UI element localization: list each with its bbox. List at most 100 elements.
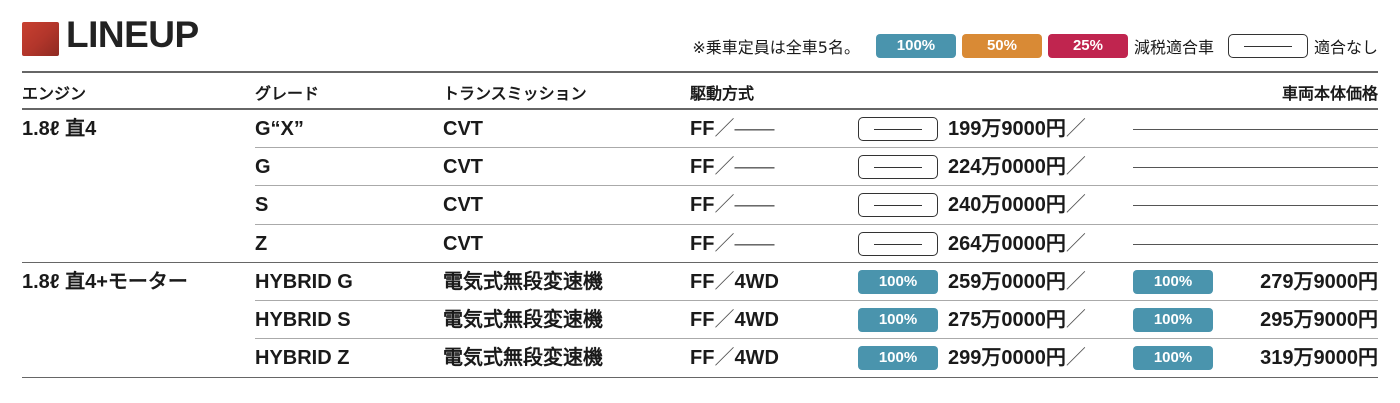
legend-eligible-label: 減税適合車 [1133, 38, 1214, 57]
row-divider [255, 338, 1378, 340]
price-4wd: 279万9000円 [1260, 270, 1378, 293]
price-ff-value: 275万0000円 [948, 309, 1066, 331]
slash: ／ [714, 309, 735, 331]
price-ff: 259万0000円／ [948, 263, 1086, 301]
slash: ／ [714, 270, 735, 293]
price-ff-value: 264万0000円 [948, 232, 1066, 255]
slash: ／ [1065, 270, 1086, 293]
slash: ／ [714, 194, 735, 217]
legend-badge-100: 100% [875, 34, 956, 58]
tax-badge-4wd: 100% [1133, 308, 1213, 332]
price-ff: 199万9000円／ [948, 110, 1086, 148]
grade-cell: HYBRID S [255, 309, 351, 331]
price-ff: 224万0000円／ [948, 148, 1086, 186]
slash: ／ [1065, 156, 1086, 179]
price-ff-value: 224万0000円 [948, 156, 1066, 179]
price-ff: 275万0000円／ [948, 301, 1086, 339]
col-header-grade: グレード [255, 84, 320, 103]
price-4wd: 319万9000円 [1260, 347, 1378, 370]
no-4wd-line [1133, 243, 1378, 245]
drive-cell: FF／—— [690, 186, 774, 224]
tax-badge-ff: 100% [858, 346, 938, 371]
grade-cell: G“X” [255, 118, 304, 140]
grade-cell: Z [255, 232, 268, 255]
drive-ff: FF [690, 194, 715, 217]
drive-4wd: —— [734, 118, 775, 140]
no-tax-badge-ff [858, 117, 938, 141]
no-tax-badge-ff [858, 155, 938, 180]
divider [22, 71, 1378, 73]
row-divider [255, 223, 1378, 225]
slash: ／ [714, 156, 735, 179]
slash: ／ [1065, 118, 1086, 140]
no-tax-badge-ff [858, 193, 938, 218]
transmission-cell: CVT [443, 232, 483, 255]
legend-badge-50: 50% [961, 34, 1042, 58]
engine-cell: 1.8ℓ 直4+モーター [22, 270, 188, 293]
grade-cell: S [255, 194, 269, 217]
transmission-cell: CVT [443, 118, 483, 140]
slash: ／ [1065, 232, 1086, 255]
drive-ff: FF [690, 232, 715, 255]
no-4wd-line [1133, 129, 1378, 130]
divider [22, 108, 1378, 110]
price-ff-value: 259万0000円 [948, 270, 1066, 293]
price-ff: 240万0000円／ [948, 186, 1086, 224]
drive-cell: FF／4WD [690, 301, 779, 339]
drive-ff: FF [690, 270, 715, 293]
price-ff-value: 299万0000円 [948, 347, 1066, 370]
no-4wd-line [1133, 167, 1378, 169]
drive-4wd: —— [734, 156, 775, 179]
col-header-transmission: トランスミッション [443, 84, 587, 103]
drive-ff: FF [690, 309, 715, 331]
slash: ／ [1065, 309, 1086, 331]
slash: ／ [714, 118, 735, 140]
logo-square [22, 22, 59, 56]
slash: ／ [1065, 347, 1086, 370]
col-header-drive: 駆動方式 [690, 84, 755, 103]
engine-cell: 1.8ℓ 直4 [22, 118, 97, 140]
slash: ／ [1065, 194, 1086, 217]
tax-badge-ff: 100% [858, 269, 938, 294]
price-4wd: 295万9000円 [1260, 309, 1378, 331]
legend: ※乗車定員は全車5名。 100% 50% 25% 減税適合車 適合なし [692, 34, 1378, 58]
tax-badge-4wd: 100% [1133, 346, 1213, 371]
drive-4wd: 4WD [734, 347, 779, 370]
row-divider [255, 147, 1378, 149]
transmission-cell: 電気式無段変速機 [443, 347, 603, 370]
transmission-cell: CVT [443, 156, 483, 179]
capacity-note: ※乗車定員は全車5名。 [692, 38, 860, 57]
drive-cell: FF／—— [690, 225, 774, 263]
price-ff-value: 240万0000円 [948, 194, 1066, 217]
row-divider [255, 300, 1378, 301]
drive-4wd: —— [734, 232, 775, 255]
legend-badge-25: 25% [1047, 34, 1128, 58]
tax-badge-4wd: 100% [1133, 269, 1213, 294]
drive-4wd: —— [734, 194, 775, 217]
page-title: LINEUP [66, 14, 199, 55]
col-header-price: 車両本体価格 [1281, 84, 1378, 103]
drive-cell: FF／—— [690, 148, 774, 186]
group-divider [22, 261, 1378, 263]
slash: ／ [714, 232, 735, 255]
drive-cell: FF／4WD [690, 339, 779, 377]
grade-cell: HYBRID Z [255, 347, 350, 370]
grade-cell: HYBRID G [255, 270, 353, 293]
price-ff-value: 199万9000円 [948, 118, 1066, 140]
no-4wd-line [1133, 205, 1378, 207]
drive-cell: FF／4WD [690, 263, 779, 301]
slash: ／ [714, 347, 735, 370]
transmission-cell: 電気式無段変速機 [443, 270, 603, 293]
transmission-cell: CVT [443, 194, 483, 217]
transmission-cell: 電気式無段変速機 [443, 309, 603, 331]
row-divider [255, 185, 1378, 187]
drive-ff: FF [690, 118, 715, 140]
drive-cell: FF／—— [690, 110, 774, 148]
price-ff: 264万0000円／ [948, 225, 1086, 263]
price-ff: 299万0000円／ [948, 339, 1086, 377]
drive-ff: FF [690, 156, 715, 179]
divider [22, 377, 1378, 378]
grade-cell: G [255, 156, 271, 179]
drive-4wd: 4WD [734, 309, 779, 331]
tax-badge-ff: 100% [858, 308, 938, 332]
